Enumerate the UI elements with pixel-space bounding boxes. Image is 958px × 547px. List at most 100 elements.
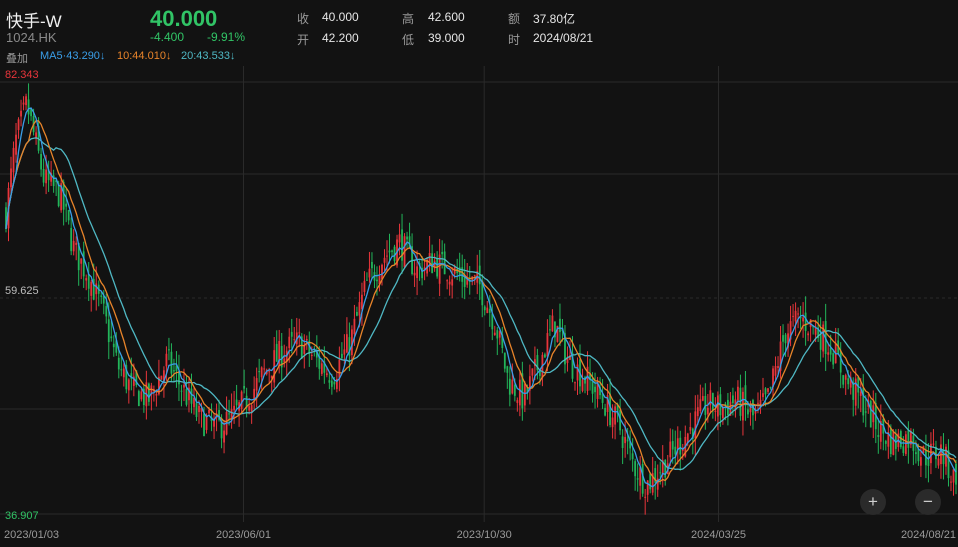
candle-body [574,382,576,384]
candle-body [827,352,830,355]
candle-body [85,278,88,281]
turnover-label: 额 [508,12,521,26]
candle-body [539,369,541,376]
candle-body [619,410,622,431]
candle-body [158,376,160,395]
candle-body [290,331,293,337]
candle-body [406,236,408,240]
candle-body [762,393,764,398]
candle-body [92,278,95,300]
candle-body [303,345,306,354]
candle-body [772,368,774,387]
candle-body [198,405,200,413]
candle-body [521,373,524,409]
last-price: 40.000 [150,6,218,31]
candle-body [554,321,556,338]
candle-body [491,313,494,330]
candle-body [40,154,42,170]
candle-body [952,469,955,483]
candle-body [887,432,890,447]
candle-body [629,441,632,449]
candle-body [77,242,80,271]
open-label: 开 [297,33,310,47]
candle-body [230,409,233,421]
candle-body [228,413,230,415]
candle-body [774,366,777,376]
candle-body [47,169,50,181]
candle-body [757,402,759,404]
candle-body [784,334,787,344]
candle-body [664,459,667,478]
candle-body [431,253,434,274]
candle-body [220,418,223,439]
high-label: 高 [402,12,415,26]
candle-body [641,463,644,494]
candle-body [922,446,925,454]
candle-body [107,319,110,343]
candle-body [386,255,388,257]
candle-body [245,395,248,408]
candle-body [283,358,286,363]
candle-body [200,407,203,412]
candle-body [416,266,418,279]
candle-body [714,410,717,412]
candle-body [235,399,238,406]
candle-body [611,417,614,428]
candle-body [681,449,684,451]
candle-body [694,411,697,439]
candle-body [253,388,256,401]
candle-body [639,467,642,486]
candle-body [160,375,163,380]
candle-body [263,368,266,370]
candle-body [859,391,862,396]
candle-body [376,279,378,282]
candle-body [955,463,957,485]
zoom-out-button[interactable]: − [915,489,941,515]
candle-body [503,352,506,369]
candle-body [636,478,639,480]
overlay-button[interactable]: 叠加 [6,53,28,65]
candle-body [448,281,451,285]
zoom-in-button[interactable]: + [860,489,886,515]
x-tick-label: 2023/10/30 [457,529,512,541]
candle-body [721,407,724,419]
candle-body [433,260,436,269]
candle-body [42,169,45,183]
candle-body [441,251,444,255]
candle-body [872,405,875,423]
candle-body [711,393,714,411]
candle-body [147,383,150,402]
candle-body [258,371,261,373]
candle-body [599,387,601,396]
candle-body [278,340,281,367]
ma5-line [5,107,957,488]
candle-body [50,173,53,182]
candle-body [659,472,662,474]
candle-body [446,280,449,282]
candle-body [676,438,679,450]
candle-body [268,371,271,373]
open-value: 42.200 [322,31,359,45]
candle-body [60,183,63,211]
candle-body [348,337,351,356]
candle-body [353,318,356,335]
candle-body [473,275,476,277]
kline-chart[interactable]: 82.343 59.625 36.907 2023/01/03 2023/06/01 20… [0,66,958,542]
quote-header: 快手-W 1024.HK 40.000 -4.400 -9.91% 收 40.0… [0,0,958,66]
candle-body [12,147,15,173]
candle-body [626,439,629,442]
candle-body [168,349,170,351]
candle-body [606,395,609,413]
candle-body [185,389,188,405]
candle-body [413,272,416,276]
candle-body [844,375,847,380]
candle-body [904,434,907,455]
candle-body [544,354,546,358]
y-mid-label: 59.625 [5,285,39,297]
candle-body [208,409,210,414]
candle-body [90,281,93,296]
candle-body [759,399,762,408]
candle-body [165,353,168,367]
candle-body [388,250,391,253]
candle-body [132,376,135,386]
